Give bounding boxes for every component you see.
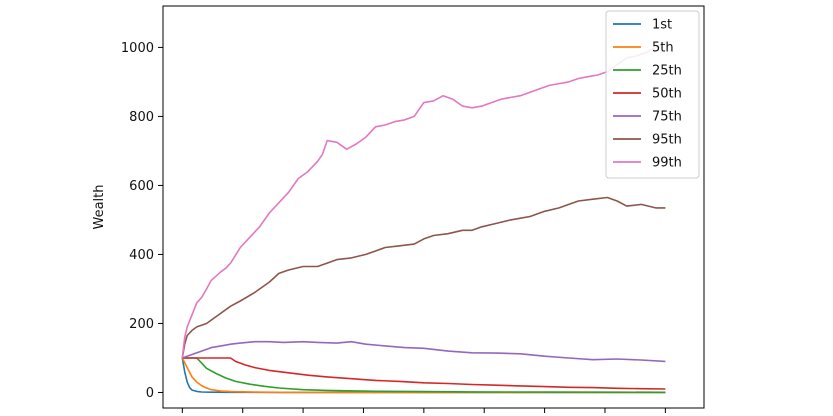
legend-label-99th: 99th <box>652 156 682 171</box>
series-line-75th <box>182 340 666 363</box>
y-tick-label: 0 <box>146 386 154 401</box>
plot-lines <box>181 41 666 394</box>
plot-frame <box>162 5 705 409</box>
y-tick-label: 1000 <box>121 41 154 56</box>
legend-label-5th: 5th <box>652 41 674 56</box>
legend-label-1st: 1st <box>652 18 672 33</box>
y-tick-label: 800 <box>129 110 154 125</box>
legend-label-50th: 50th <box>652 87 682 102</box>
y-axis-label: Wealth <box>92 184 107 229</box>
y-tick-label: 400 <box>129 248 154 263</box>
y-axis: 0 200 400 600 800 1000 <box>121 41 163 401</box>
legend-box <box>605 10 700 179</box>
series-line-50th <box>182 357 666 390</box>
legend-label-95th: 95th <box>652 133 682 148</box>
series-line-5th <box>181 357 666 394</box>
legend: 1st 5th 25th 50th 75th 95th 99th <box>605 10 700 179</box>
series-line-99th <box>181 41 666 359</box>
x-axis <box>181 408 666 413</box>
y-tick-label: 200 <box>129 317 154 332</box>
legend-label-25th: 25th <box>652 64 682 79</box>
legend-label-75th: 75th <box>652 110 682 125</box>
y-tick-label: 600 <box>129 179 154 194</box>
series-line-25th <box>182 357 666 394</box>
series-line-95th <box>181 196 666 359</box>
